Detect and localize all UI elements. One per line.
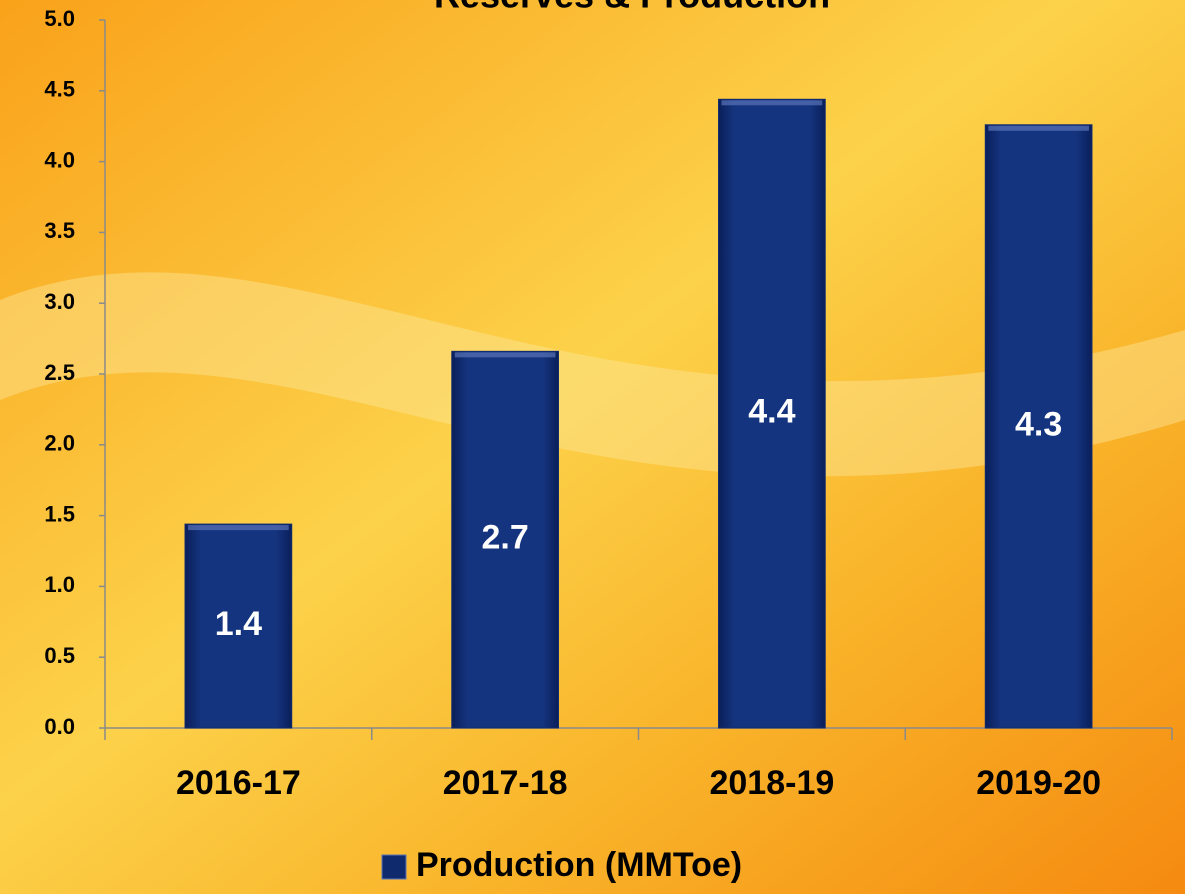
bar-highlight [455, 352, 556, 357]
value-label: 1.4 [215, 605, 262, 643]
x-tick-label: 2018-19 [709, 764, 834, 802]
value-label: 2.7 [481, 519, 528, 557]
value-label: 4.3 [1015, 405, 1062, 443]
legend-swatch [382, 855, 406, 879]
bar-highlight [988, 126, 1089, 131]
y-tick-label: 3.5 [44, 218, 75, 243]
chart-title: Reserves & Production [434, 0, 830, 16]
y-tick-label: 4.5 [44, 77, 75, 102]
y-tick-label: 0.0 [44, 714, 75, 739]
x-tick-label: 2016-17 [176, 764, 301, 802]
y-tick-label: 5.0 [44, 6, 75, 31]
y-tick-label: 2.5 [44, 360, 75, 385]
y-tick-label: 0.5 [44, 643, 75, 668]
x-tick-label: 2019-20 [976, 764, 1101, 802]
legend-label: Production (MMToe) [416, 846, 742, 884]
y-tick-label: 1.5 [44, 501, 75, 526]
y-tick-label: 4.0 [44, 147, 75, 172]
chart: Reserves & Production 0.0 0.5 1.0 1.5 2.0 2.5… [0, 0, 1185, 894]
y-tick-label: 2.0 [44, 431, 75, 456]
value-label: 4.4 [748, 393, 795, 431]
y-tick-label: 3.0 [44, 289, 75, 314]
y-tick-label: 1.0 [44, 572, 75, 597]
bar-highlight [722, 100, 823, 105]
page: {"chart_data": {"type": "bar", "title": … [0, 0, 1185, 894]
bar-highlight [188, 525, 289, 530]
x-tick-label: 2017-18 [443, 764, 568, 802]
